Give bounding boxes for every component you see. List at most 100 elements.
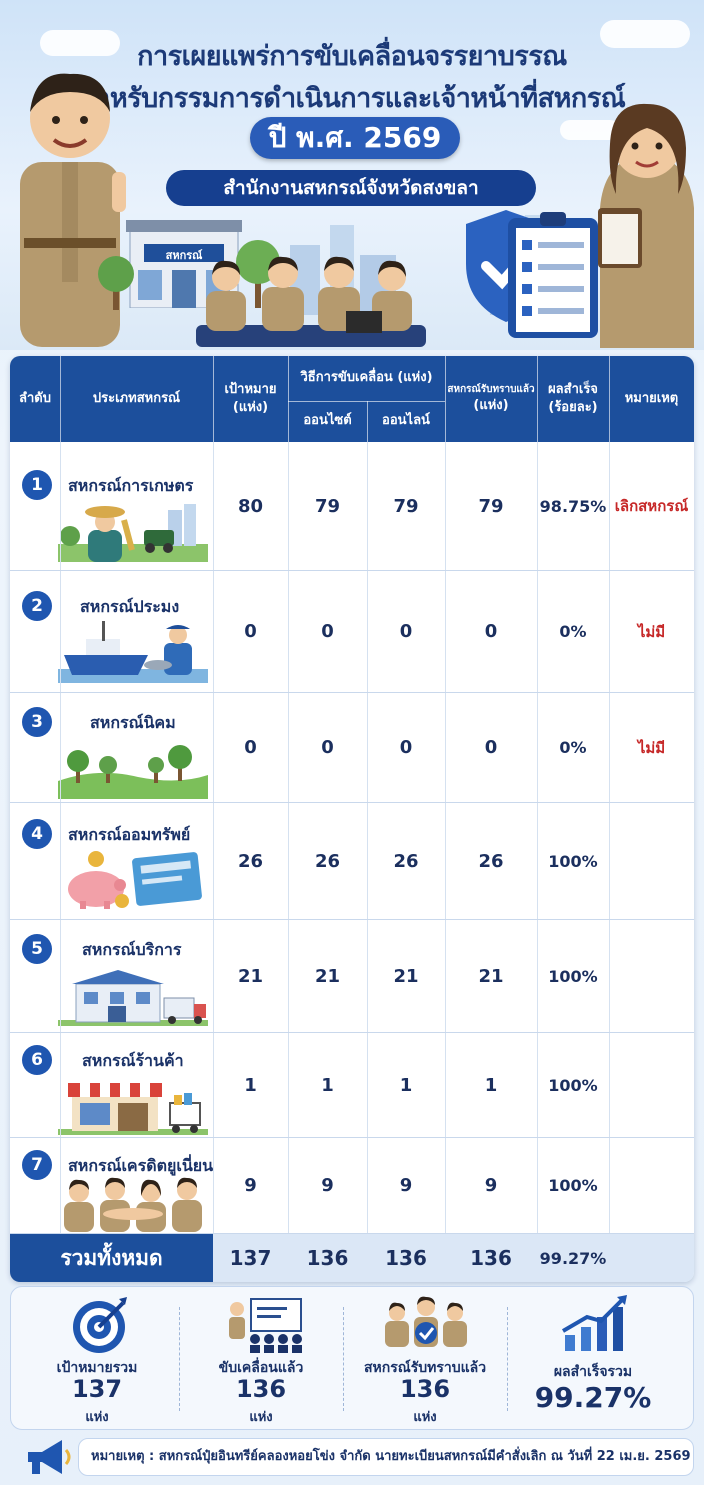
header-target-line2: (แห่ง) — [232, 400, 269, 415]
remark-value — [609, 803, 694, 919]
result-value: 100% — [548, 1075, 598, 1095]
cooperative-type: สหกรณ์ร้านค้า — [82, 1051, 184, 1070]
summary-unit: แห่ง — [413, 1410, 437, 1425]
footnote: หมายเหตุ : สหกรณ์ปุ๋ยอินทรีย์คลองหอยโข่ง… — [78, 1438, 694, 1476]
cloud-decoration — [40, 30, 120, 56]
column-divider — [60, 920, 61, 1032]
summary-unit: แห่ง — [85, 1410, 109, 1425]
table-row: 6 สหกรณ์ร้านค้า 1 1 1 1 100% — [10, 1033, 694, 1138]
row-number-badge: 6 — [22, 1045, 52, 1075]
header-target-line1: เป้าหมาย — [224, 381, 277, 397]
header-divider — [213, 356, 214, 442]
header-divider — [609, 356, 610, 442]
column-divider — [537, 442, 538, 570]
shield-checklist-illustration — [466, 210, 598, 338]
column-divider — [445, 1033, 446, 1137]
result-value: 98.75% — [539, 496, 607, 516]
online-value: 1 — [399, 1074, 413, 1096]
column-divider — [288, 571, 289, 692]
total-online: 136 — [385, 1246, 427, 1270]
total-result: 99.27% — [539, 1248, 607, 1268]
column-divider — [537, 803, 538, 919]
table-row: 2 สหกรณ์ประมง 0 0 0 0 0% ไม่มี — [10, 571, 694, 693]
result-value: 100% — [548, 966, 598, 986]
header-result-line1: ผลสำเร็จ — [548, 381, 598, 397]
column-divider — [288, 442, 289, 570]
result-value: 0% — [559, 738, 587, 757]
online-value: 9 — [399, 1175, 413, 1196]
service-building-illustration — [58, 970, 208, 1026]
header-divider — [445, 356, 446, 442]
results-table: ลำดับ ประเภทสหกรณ์ เป้าหมาย (แห่ง) วิธีก… — [10, 356, 694, 1282]
header-onsite: ออนไซต์ — [303, 413, 352, 429]
summary-label: ขับเคลื่อนแล้ว — [218, 1360, 304, 1376]
summary-result: ผลสำเร็จรวม 99.27% — [513, 1287, 673, 1431]
savings-piggy-bank-illustration — [68, 851, 202, 909]
column-divider — [288, 693, 289, 802]
column-divider — [367, 803, 368, 919]
summary-value: 99.27% — [534, 1381, 652, 1414]
online-value: 0 — [399, 621, 413, 642]
table-header: ลำดับ ประเภทสหกรณ์ เป้าหมาย (แห่ง) วิธีก… — [10, 356, 694, 442]
cloud-decoration — [600, 20, 690, 48]
total-target: 137 — [229, 1246, 272, 1270]
row-number-badge: 5 — [22, 934, 52, 964]
year-badge: ปี พ.ศ. 2569 — [250, 117, 460, 159]
row-number-badge: 1 — [22, 470, 52, 500]
summary-acknowledged: สหกรณ์รับทราบแล้ว 136 แห่ง — [345, 1287, 505, 1431]
header-acknowledged-line1: สหกรณ์รับทราบแล้ว — [447, 383, 535, 395]
total-onsite: 136 — [306, 1246, 349, 1270]
column-divider — [367, 442, 368, 570]
column-divider — [445, 571, 446, 692]
column-divider — [213, 571, 214, 692]
header-type: ประเภทสหกรณ์ — [92, 390, 181, 406]
column-divider — [60, 693, 61, 802]
row-number-badge: 4 — [22, 819, 52, 849]
column-divider — [445, 803, 446, 919]
column-divider — [445, 1138, 446, 1233]
summary-driven: ขับเคลื่อนแล้ว 136 แห่ง — [181, 1287, 341, 1431]
header-method: วิธีการขับเคลื่อน (แห่ง) — [300, 370, 433, 386]
acknowledged-value: 0 — [484, 737, 498, 758]
column-divider — [537, 693, 538, 802]
cooperative-type: สหกรณ์ออมทรัพย์ — [68, 825, 191, 844]
column-divider — [288, 1033, 289, 1137]
settlement-landscape-illustration — [58, 745, 208, 799]
summary-value: 136 — [399, 1375, 451, 1403]
header-online: ออนไลน์ — [382, 413, 430, 429]
column-divider — [213, 1138, 214, 1233]
column-divider — [445, 920, 446, 1032]
row-number-badge: 3 — [22, 707, 52, 737]
target-value: 80 — [237, 495, 264, 517]
onsite-value: 0 — [321, 621, 334, 642]
presentation-icon — [229, 1298, 302, 1353]
column-divider — [537, 1033, 538, 1137]
cooperative-type: สหกรณ์ประมง — [80, 597, 180, 616]
male-officer-illustration — [20, 73, 126, 347]
acknowledged-value: 26 — [478, 850, 504, 872]
result-value: 0% — [559, 622, 587, 641]
column-divider — [367, 1138, 368, 1233]
header-result-line2: (ร้อยละ) — [548, 400, 598, 415]
column-divider — [609, 1033, 610, 1137]
office-name-badge: สำนักงานสหกรณ์จังหวัดสงขลา — [166, 170, 536, 206]
summary-divider — [179, 1307, 180, 1411]
total-acknowledged: 136 — [470, 1246, 512, 1270]
onsite-value: 79 — [314, 495, 341, 517]
summary-label: เป้าหมายรวม — [56, 1360, 138, 1376]
target-icon — [73, 1297, 127, 1353]
target-value: 1 — [244, 1074, 257, 1096]
column-divider — [537, 1138, 538, 1233]
total-row: รวมทั้งหมด 137 136 136 136 99.27% — [10, 1234, 694, 1282]
header-divider — [60, 356, 61, 442]
target-value: 0 — [244, 737, 257, 758]
column-divider — [288, 803, 289, 919]
online-value: 79 — [393, 495, 419, 517]
farmer-illustration — [58, 504, 208, 562]
acknowledged-value: 1 — [484, 1074, 498, 1096]
column-divider — [537, 920, 538, 1032]
shop-store-illustration — [58, 1083, 208, 1135]
column-divider — [367, 571, 368, 692]
onsite-value: 21 — [314, 965, 341, 987]
cooperative-type: สหกรณ์บริการ — [82, 940, 182, 959]
